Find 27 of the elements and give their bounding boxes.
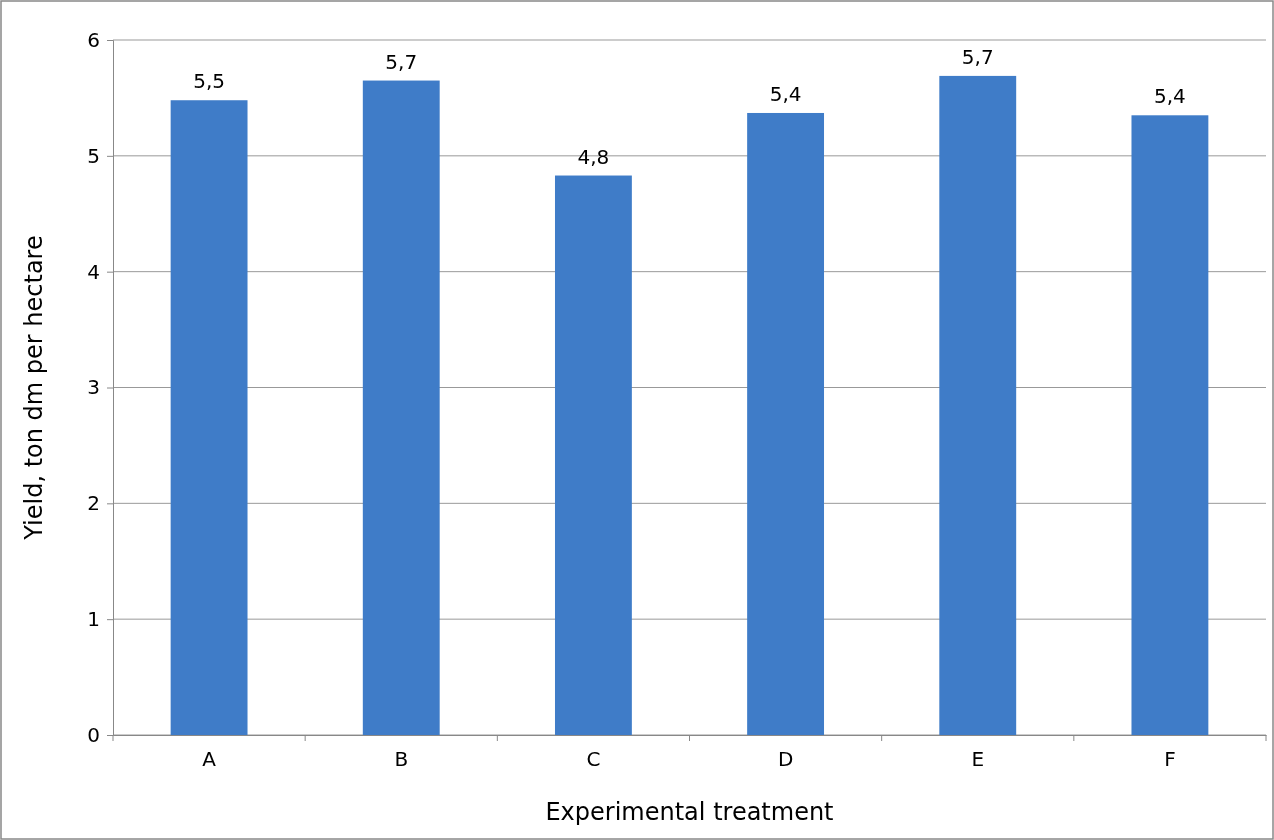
y-axis-title: Yield, ton dm per hectare [20,235,48,541]
y-tick-label: 6 [87,27,100,52]
y-tick-label: 4 [87,259,100,284]
bar [747,112,825,735]
data-label: 5,5 [193,69,225,94]
bar [1131,115,1209,735]
bar [939,75,1017,735]
x-tick-label: C [586,747,601,771]
bar [170,100,248,735]
x-tick-label: E [971,747,985,771]
x-tick-label: D [777,747,794,771]
data-label: 5,7 [385,49,418,74]
y-tick-label: 0 [87,722,100,747]
data-label: 4,8 [577,144,610,169]
data-label: 5,7 [961,44,994,69]
y-tick-label: 5 [87,143,100,168]
y-tick-label: 3 [87,375,100,400]
x-tick-label: F [1164,747,1176,771]
data-label: 5,4 [1154,84,1186,109]
x-tick-label: A [202,747,217,771]
y-tick-label: 1 [87,607,100,632]
x-axis-title: Experimental treatment [545,798,834,826]
x-tick-label: B [394,747,409,771]
data-label: 5,4 [769,81,802,106]
y-tick-label: 2 [87,491,100,516]
bar [362,80,440,735]
bar [554,175,632,735]
